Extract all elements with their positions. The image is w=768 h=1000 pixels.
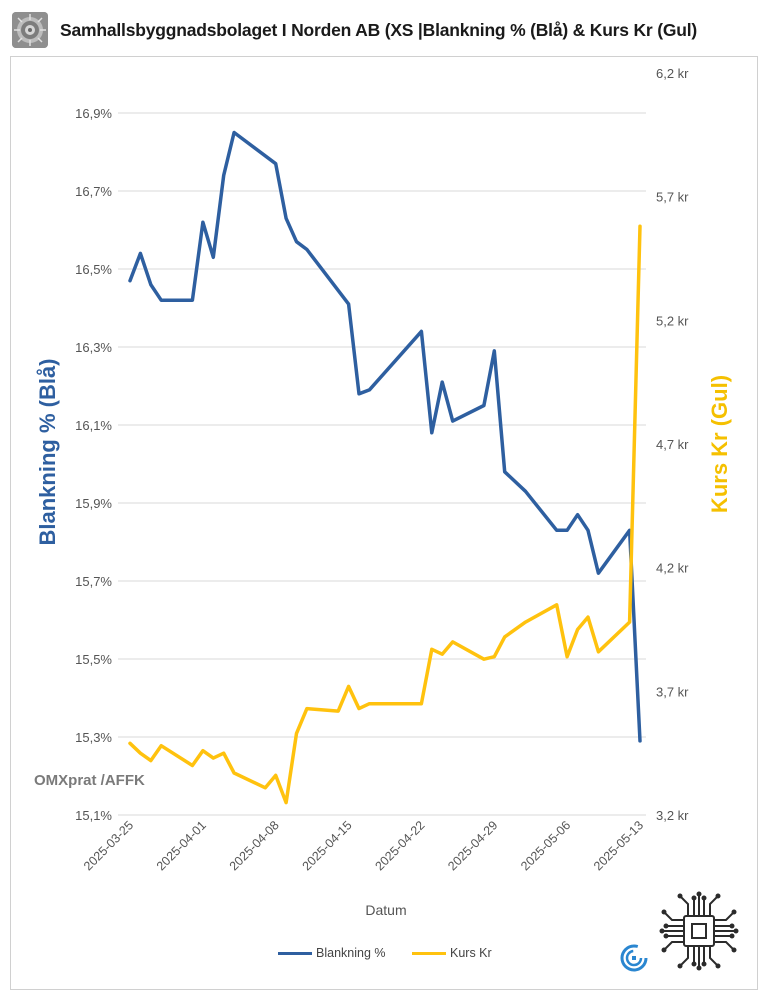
watermark-text: OMXprat /AFFK: [34, 772, 145, 789]
right-axis-title: Kurs Kr (Gul): [707, 374, 732, 514]
left-tick-label: 16,1%: [75, 418, 112, 433]
circuit-chip-icon: [658, 890, 740, 972]
x-tick-label: 2025-04-29: [445, 818, 500, 873]
right-tick-label: 5,2 kr: [656, 313, 689, 328]
chart-frame: [10, 56, 758, 990]
left-axis-title: Blankning % (Blå): [35, 358, 60, 546]
chart-title: Samhallsbyggnadsbolaget I Norden AB (XS …: [60, 20, 698, 40]
left-tick-label: 15,9%: [75, 496, 112, 511]
legend-label-kurs: Kurs Kr: [450, 946, 492, 960]
gear-texture-logo-icon: [12, 12, 48, 48]
legend-item-kurs: Kurs Kr: [412, 946, 492, 960]
x-tick-label: 2025-04-08: [227, 818, 282, 873]
x-tick-label: 2025-04-22: [372, 818, 427, 873]
x-tick-label: 2025-03-25: [81, 818, 136, 873]
legend-swatch-blue: [278, 952, 312, 956]
left-tick-label: 16,5%: [75, 262, 112, 277]
left-tick-label: 16,7%: [75, 184, 112, 199]
series-line-blankning: [128, 130, 642, 743]
right-tick-label: 4,7 kr: [656, 437, 689, 452]
x-axis-title: Datum: [365, 902, 407, 918]
x-tick-label: 2025-05-06: [518, 818, 573, 873]
x-tick-label: 2025-05-13: [591, 818, 646, 873]
legend-label-blankning: Blankning %: [316, 946, 386, 960]
left-tick-label: 15,1%: [75, 808, 112, 823]
left-tick-label: 15,5%: [75, 652, 112, 667]
legend-swatch-yellow: [412, 952, 446, 956]
left-tick-label: 15,7%: [75, 574, 112, 589]
left-tick-label: 15,3%: [75, 730, 112, 745]
series-line-kurs: [128, 224, 642, 805]
legend: Blankning % Kurs Kr: [0, 946, 768, 966]
right-tick-label: 3,7 kr: [656, 684, 689, 699]
right-tick-label: 4,2 kr: [656, 561, 689, 576]
right-tick-label: 6,2 kr: [656, 66, 689, 81]
brand-c-logo-icon: [620, 944, 648, 972]
header: Samhallsbyggnadsbolaget I Norden AB (XS …: [0, 0, 768, 56]
right-tick-label: 3,2 kr: [656, 808, 689, 823]
legend-item-blankning: Blankning %: [278, 946, 386, 960]
right-tick-label: 5,7 kr: [656, 190, 689, 205]
left-tick-label: 16,9%: [75, 106, 112, 121]
left-tick-label: 16,3%: [75, 340, 112, 355]
x-tick-label: 2025-04-15: [300, 818, 355, 873]
x-tick-label: 2025-04-01: [154, 818, 209, 873]
